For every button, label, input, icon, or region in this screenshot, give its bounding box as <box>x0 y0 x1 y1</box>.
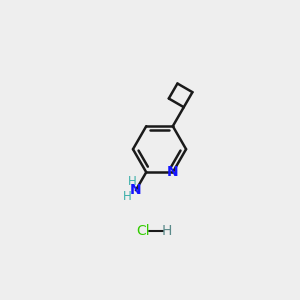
Text: N: N <box>167 165 178 179</box>
Text: H: H <box>128 175 136 188</box>
Text: H: H <box>123 190 131 202</box>
Text: Cl: Cl <box>136 224 150 238</box>
Text: N: N <box>130 183 142 197</box>
Text: H: H <box>161 224 172 238</box>
